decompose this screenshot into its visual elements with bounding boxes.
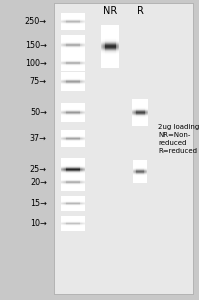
Text: 37→: 37→ <box>30 134 47 143</box>
Text: 150→: 150→ <box>25 40 47 50</box>
FancyBboxPatch shape <box>54 3 193 294</box>
Text: 250→: 250→ <box>25 17 47 26</box>
Text: 75→: 75→ <box>30 77 47 86</box>
Text: 15→: 15→ <box>30 199 47 208</box>
Text: 20→: 20→ <box>30 178 47 187</box>
Text: R: R <box>137 6 144 16</box>
Text: NR: NR <box>103 6 118 16</box>
Text: 50→: 50→ <box>30 108 47 117</box>
Text: 25→: 25→ <box>30 165 47 174</box>
Text: 10→: 10→ <box>30 219 47 228</box>
Text: 100→: 100→ <box>25 58 47 68</box>
Text: 2ug loading
NR=Non-
reduced
R=reduced: 2ug loading NR=Non- reduced R=reduced <box>158 124 199 154</box>
